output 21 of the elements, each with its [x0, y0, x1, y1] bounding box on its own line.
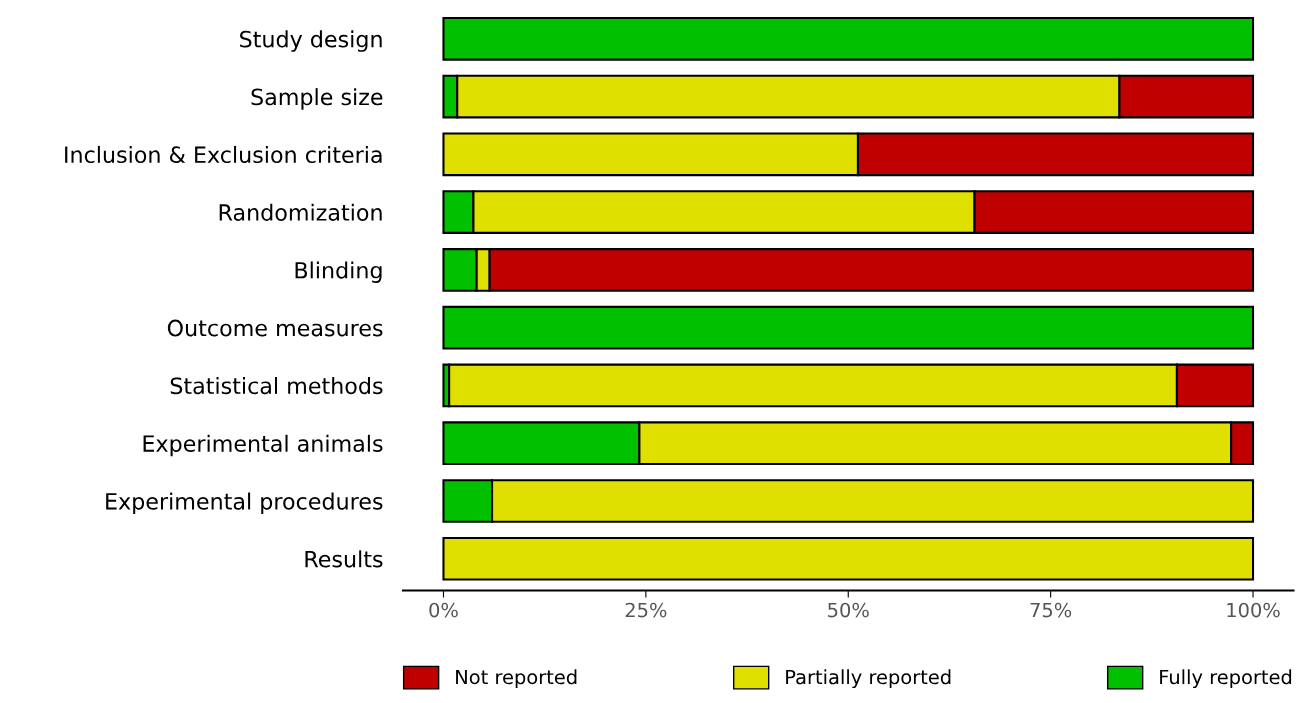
x-tick-label: 100%: [1227, 602, 1280, 618]
y-tick-label: Blinding: [295, 261, 382, 283]
y-tick-label: Outcome measures: [167, 319, 383, 337]
y-tick-label: Results: [305, 550, 383, 568]
x-tick-label: 25%: [625, 602, 667, 618]
legend-label: Not reported: [456, 669, 577, 689]
x-tick-label: 75%: [1030, 602, 1072, 618]
bar: [442, 305, 1255, 350]
y-tick-label: Experimental animals: [143, 434, 383, 457]
y-tick-label: Sample size: [251, 88, 383, 110]
y-tick-label: Study design: [240, 30, 382, 52]
y-tick-label: Randomization: [219, 203, 382, 221]
x-tick-label: 50%: [828, 602, 869, 618]
y-tick-label: Statistical methods: [170, 376, 383, 395]
bar: [442, 536, 1255, 581]
x-tick-label: 0%: [429, 602, 458, 618]
y-tick-label: Experimental procedures: [106, 492, 383, 515]
legend-label: Fully reported: [1160, 669, 1292, 689]
legend-label: Partially reported: [786, 669, 951, 689]
y-tick-label: Inclusion & Exclusion criteria: [65, 145, 382, 164]
bar: [442, 16, 1255, 61]
